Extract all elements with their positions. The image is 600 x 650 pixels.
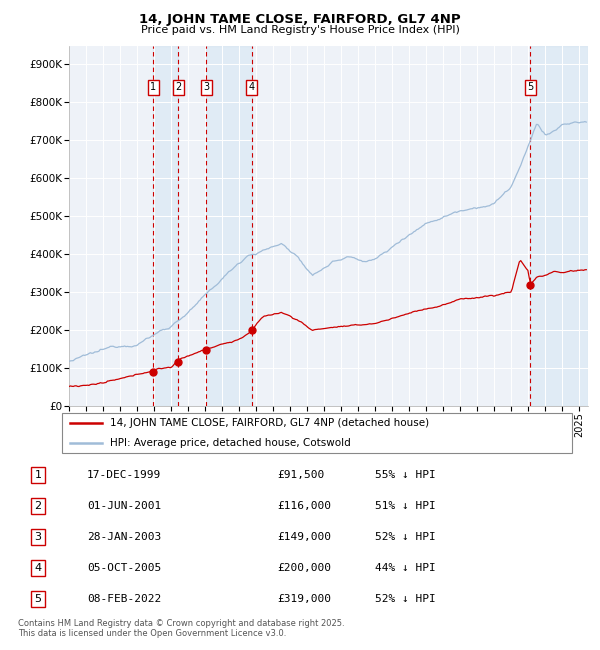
Text: 3: 3 xyxy=(203,83,209,92)
Text: 51% ↓ HPI: 51% ↓ HPI xyxy=(375,501,436,511)
Text: £149,000: £149,000 xyxy=(277,532,331,542)
Text: Price paid vs. HM Land Registry's House Price Index (HPI): Price paid vs. HM Land Registry's House … xyxy=(140,25,460,35)
Text: HPI: Average price, detached house, Cotswold: HPI: Average price, detached house, Cots… xyxy=(110,438,351,448)
Text: 14, JOHN TAME CLOSE, FAIRFORD, GL7 4NP (detached house): 14, JOHN TAME CLOSE, FAIRFORD, GL7 4NP (… xyxy=(110,418,429,428)
Text: 3: 3 xyxy=(34,532,41,542)
Text: Contains HM Land Registry data © Crown copyright and database right 2025.
This d: Contains HM Land Registry data © Crown c… xyxy=(18,619,344,638)
Text: 01-JUN-2001: 01-JUN-2001 xyxy=(87,501,161,511)
Text: 28-JAN-2003: 28-JAN-2003 xyxy=(87,532,161,542)
Bar xyxy=(154,46,178,406)
FancyBboxPatch shape xyxy=(62,413,572,453)
Text: £116,000: £116,000 xyxy=(277,501,331,511)
Text: £91,500: £91,500 xyxy=(277,470,324,480)
Bar xyxy=(206,46,252,406)
Text: 44% ↓ HPI: 44% ↓ HPI xyxy=(375,563,436,573)
Text: 4: 4 xyxy=(249,83,255,92)
Text: 2: 2 xyxy=(175,83,181,92)
Text: 5: 5 xyxy=(34,594,41,604)
Text: 4: 4 xyxy=(34,563,41,573)
Text: 1: 1 xyxy=(34,470,41,480)
Text: 1: 1 xyxy=(151,83,157,92)
Text: 05-OCT-2005: 05-OCT-2005 xyxy=(87,563,161,573)
Text: 52% ↓ HPI: 52% ↓ HPI xyxy=(375,594,436,604)
Text: 55% ↓ HPI: 55% ↓ HPI xyxy=(375,470,436,480)
Text: 08-FEB-2022: 08-FEB-2022 xyxy=(87,594,161,604)
Text: 52% ↓ HPI: 52% ↓ HPI xyxy=(375,532,436,542)
Text: £200,000: £200,000 xyxy=(277,563,331,573)
Text: 2: 2 xyxy=(34,501,41,511)
Text: 17-DEC-1999: 17-DEC-1999 xyxy=(87,470,161,480)
Text: 14, JOHN TAME CLOSE, FAIRFORD, GL7 4NP: 14, JOHN TAME CLOSE, FAIRFORD, GL7 4NP xyxy=(139,13,461,26)
Text: £319,000: £319,000 xyxy=(277,594,331,604)
Text: 5: 5 xyxy=(527,83,533,92)
Bar xyxy=(530,46,588,406)
